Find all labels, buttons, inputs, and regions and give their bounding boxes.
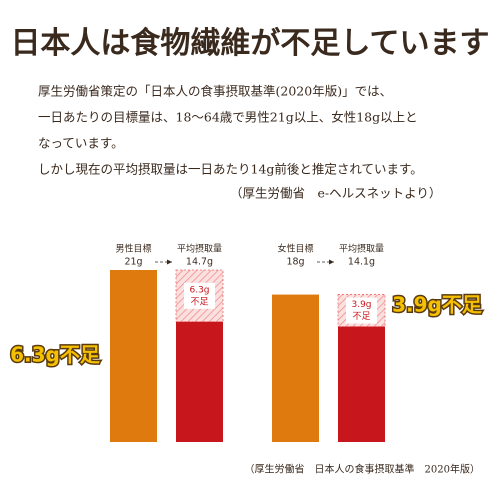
shortfall-label-bg	[184, 282, 215, 309]
arrow-head	[167, 259, 172, 265]
callout: 6.3g不足	[10, 343, 101, 367]
bar	[110, 270, 157, 442]
source-note: （厚生労働省 e-ヘルスネットより）	[230, 186, 441, 201]
title: 日本人は食物繊維が不足しています	[10, 26, 489, 61]
body-line: 厚生労働省策定の「日本人の食事摂取基準(2020年版)」では、	[38, 84, 392, 99]
shortfall-label: 3.9g	[351, 300, 371, 310]
body-line: 一日あたりの目標量は、18～64歳で男性21g以上、女性18g以上と	[38, 110, 418, 125]
shortfall-label: 6.3g	[189, 285, 209, 295]
bar-value-label: 14.1g	[348, 257, 375, 268]
bar	[272, 294, 319, 442]
shortfall-label: 不足	[190, 296, 208, 307]
bar-value-label: 21g	[124, 257, 142, 268]
body-line: しかし現在の平均摂取量は一日あたり14g前後と推定されています。	[38, 162, 423, 177]
bar-value-label: 18g	[286, 257, 304, 268]
bar-label: 平均摂取量	[339, 243, 384, 255]
callout-bg	[389, 284, 485, 328]
shortfall-label-bg	[346, 297, 377, 324]
shortfall-label: 不足	[352, 311, 370, 322]
chart-source: （厚生労働省 日本人の食事摂取基準 2020年版）	[245, 463, 480, 476]
arrow-head	[329, 259, 334, 265]
bar	[176, 321, 223, 442]
body-line: なっています。	[38, 136, 124, 151]
bar-label: 女性目標	[277, 243, 313, 255]
bar-label: 男性目標	[115, 243, 151, 255]
bar	[338, 326, 385, 442]
bar-value-label: 14.7g	[186, 257, 213, 268]
bar-label: 平均摂取量	[177, 243, 222, 255]
callout-bg	[7, 334, 103, 378]
callout: 3.9g不足	[392, 293, 483, 317]
